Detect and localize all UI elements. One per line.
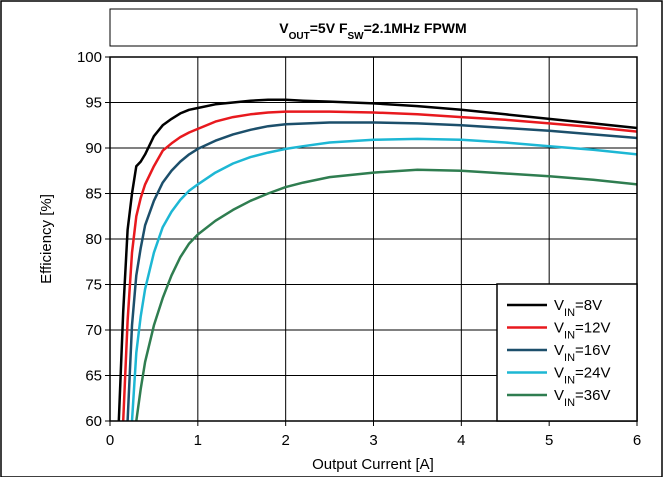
x-axis-label: Output Current [A] <box>312 456 434 473</box>
y-axis-ticks: 60 65 70 75 80 85 90 95 100 <box>77 49 110 430</box>
y-tick-label-0: 60 <box>85 413 102 430</box>
legend-label-2: VIN=16V <box>554 342 610 364</box>
y-tick-label-4: 80 <box>85 231 102 248</box>
y-tick-label-1: 65 <box>85 368 102 385</box>
y-tick-label-5: 85 <box>85 186 102 203</box>
title-bar <box>109 8 638 47</box>
series-line-4 <box>135 168 637 421</box>
x-tick-label-6: 6 <box>633 432 641 449</box>
y-tick-label-3: 75 <box>85 277 102 294</box>
series-line-3 <box>130 137 637 421</box>
x-axis-ticks: 0 1 2 3 4 5 6 <box>106 421 641 449</box>
x-tick-label-5: 5 <box>545 432 553 449</box>
legend-label-3: VIN=24V <box>554 365 610 387</box>
y-tick-label-8: 100 <box>77 49 102 66</box>
y-tick-label-2: 70 <box>85 322 102 339</box>
legend-label-4: VIN=36V <box>554 387 610 409</box>
legend-label-1: VIN=12V <box>554 320 610 342</box>
series-line-1 <box>121 110 637 421</box>
legend-label-0: VIN=8V <box>554 297 602 319</box>
x-tick-label-2: 2 <box>281 432 289 449</box>
x-tick-label-4: 4 <box>457 432 465 449</box>
y-tick-label-6: 90 <box>85 140 102 157</box>
chart-title: VOUT=5V FSW=2.1MHz FPWM <box>279 20 466 42</box>
x-tick-label-3: 3 <box>369 432 377 449</box>
series-line-2 <box>126 121 637 421</box>
legend-box <box>496 283 638 422</box>
series-lines <box>117 98 637 421</box>
series-line-0 <box>117 98 637 421</box>
y-axis-label: Efficiency [%] <box>38 194 55 284</box>
x-tick-label-0: 0 <box>106 432 114 449</box>
y-tick-label-7: 95 <box>85 95 102 112</box>
x-tick-label-1: 1 <box>194 432 202 449</box>
